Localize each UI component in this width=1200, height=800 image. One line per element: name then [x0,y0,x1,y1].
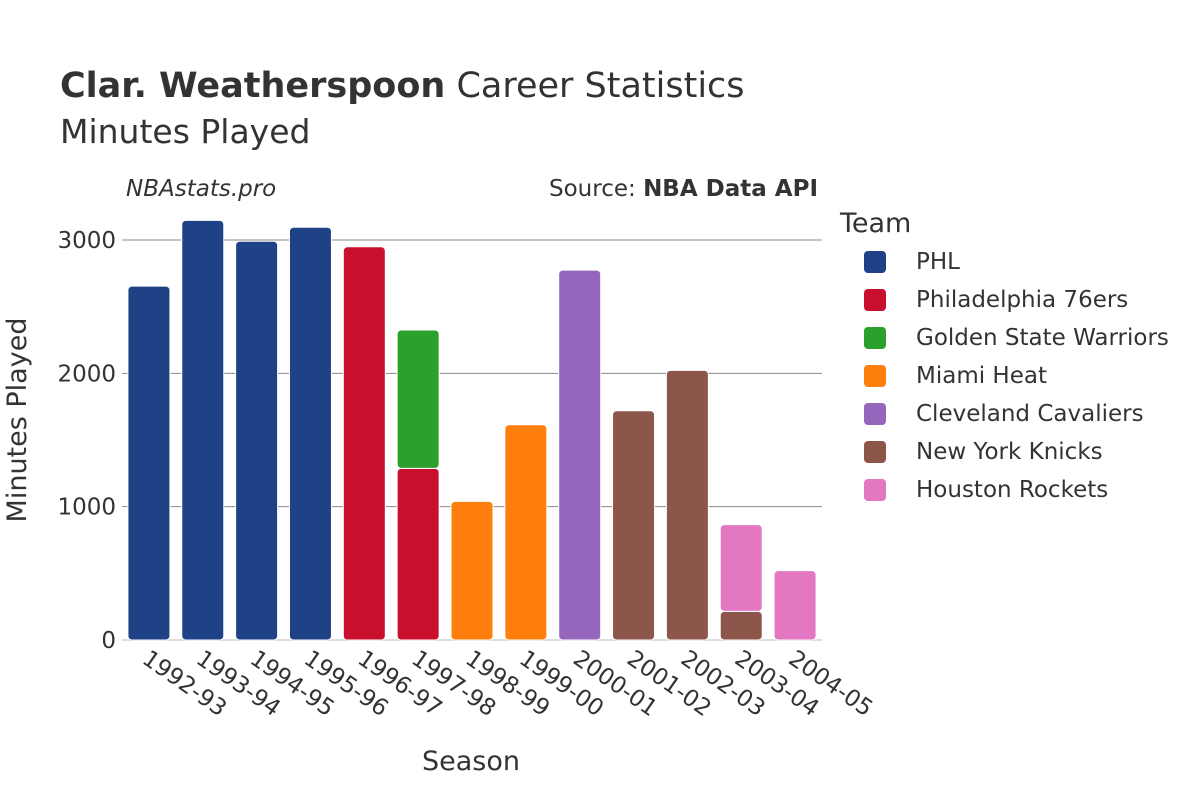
legend-title: Team [840,208,912,239]
bar-segment [504,424,548,641]
y-tick-label: 2000 [57,361,116,387]
x-tick-labels: 1992-931993-941994-951995-961996-971997-… [137,646,877,722]
y-axis-label: Minutes Played [2,318,33,523]
bar-segment [396,329,440,469]
source-prefix: Source: [549,176,644,202]
legend-item[interactable]: Miami Heat [840,357,1169,395]
source-name: NBA Data API [643,176,818,202]
watermark: NBAstats.pro [126,176,277,202]
y-tick-label: 1000 [57,495,116,521]
legend-item[interactable]: New York Knicks [840,433,1169,471]
bar-segment [235,240,279,641]
legend-swatch [864,365,886,387]
legend-swatch [864,403,886,425]
legend-label: New York Knicks [916,439,1103,465]
legend-swatch [864,479,886,501]
legend-label: Houston Rockets [916,477,1109,503]
bar-segment [127,285,171,641]
y-tick-label: 0 [101,628,116,654]
bar-segment [719,524,763,612]
player-name: Clar. Weatherspoon [60,66,446,106]
bar-segment [773,570,817,641]
bar-segment [612,410,656,641]
legend-items: PHL Philadelphia 76ers Golden State Warrio… [840,243,1169,509]
legend-label: Miami Heat [916,363,1047,389]
chart-subtitle: Minutes Played [60,112,311,151]
legend-swatch [864,441,886,463]
legend-label: Golden State Warriors [916,325,1169,351]
legend-label: PHL [916,249,960,275]
chart-title: Clar. Weatherspoon Career Statistics [60,66,745,106]
legend-label: Philadelphia 76ers [916,287,1129,313]
legend-item[interactable]: Cleveland Cavaliers [840,395,1169,433]
x-axis-label: Season [422,746,520,777]
legend-item[interactable]: PHL [840,243,1169,281]
title-suffix: Career Statistics [445,66,745,106]
legend-swatch [864,327,886,349]
bars [127,219,817,641]
bar-segment [558,269,602,641]
bar-segment [396,467,440,641]
legend-swatch [864,251,886,273]
y-tick-label: 3000 [57,228,116,254]
bar-segment [342,246,386,641]
legend: Team PHL Philadelphia 76ers Golden State W… [840,208,1169,509]
legend-item[interactable]: Golden State Warriors [840,319,1169,357]
bar-segment [181,219,225,641]
bar-segment [719,610,763,641]
source-credit: Source: NBA Data API [549,176,818,202]
y-tick-labels: 0 1000 2000 3000 [57,228,116,654]
bar-segment [450,500,494,641]
legend-swatch [864,289,886,311]
legend-item[interactable]: Houston Rockets [840,471,1169,509]
legend-item[interactable]: Philadelphia 76ers [840,281,1169,319]
bar-segment [665,369,709,641]
bar-segment [288,226,332,641]
legend-label: Cleveland Cavaliers [916,401,1144,427]
